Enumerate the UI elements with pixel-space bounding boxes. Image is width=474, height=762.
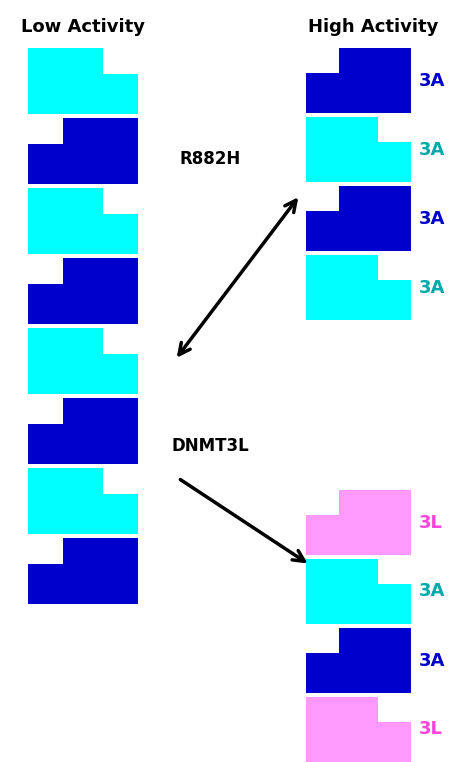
Bar [306, 697, 378, 722]
Bar [28, 48, 103, 74]
Bar [28, 144, 138, 184]
Bar [306, 515, 411, 555]
Bar [63, 398, 138, 424]
Bar [306, 584, 411, 624]
Text: 3A: 3A [419, 210, 446, 228]
Text: 3A: 3A [419, 582, 446, 600]
Text: 3A: 3A [419, 140, 446, 158]
Bar [306, 255, 378, 280]
Bar [306, 73, 411, 113]
Bar [306, 142, 411, 182]
Text: 3A: 3A [419, 278, 446, 296]
Bar [28, 328, 103, 354]
Bar [28, 74, 138, 114]
Bar [63, 118, 138, 144]
Bar [306, 117, 378, 142]
Text: 3L: 3L [419, 514, 443, 532]
Bar [28, 468, 103, 494]
Bar [339, 48, 411, 73]
Bar [28, 494, 138, 534]
Text: R882H: R882H [179, 150, 241, 168]
Bar [339, 490, 411, 515]
Text: DNMT3L: DNMT3L [171, 437, 249, 455]
Text: High Activity: High Activity [308, 18, 439, 36]
Bar [28, 424, 138, 464]
Bar [28, 188, 103, 214]
Bar [339, 186, 411, 211]
Bar [28, 564, 138, 604]
Text: 3A: 3A [419, 72, 446, 89]
Bar [28, 354, 138, 394]
Bar [63, 258, 138, 284]
Bar [339, 628, 411, 653]
Bar [306, 722, 411, 762]
Text: 3L: 3L [419, 721, 443, 738]
Bar [306, 559, 378, 584]
Bar [63, 538, 138, 564]
Bar [28, 214, 138, 254]
Bar [306, 280, 411, 320]
Bar [28, 284, 138, 324]
Text: 3A: 3A [419, 652, 446, 670]
Bar [306, 653, 411, 693]
Text: Low Activity: Low Activity [21, 18, 145, 36]
Bar [306, 211, 411, 251]
